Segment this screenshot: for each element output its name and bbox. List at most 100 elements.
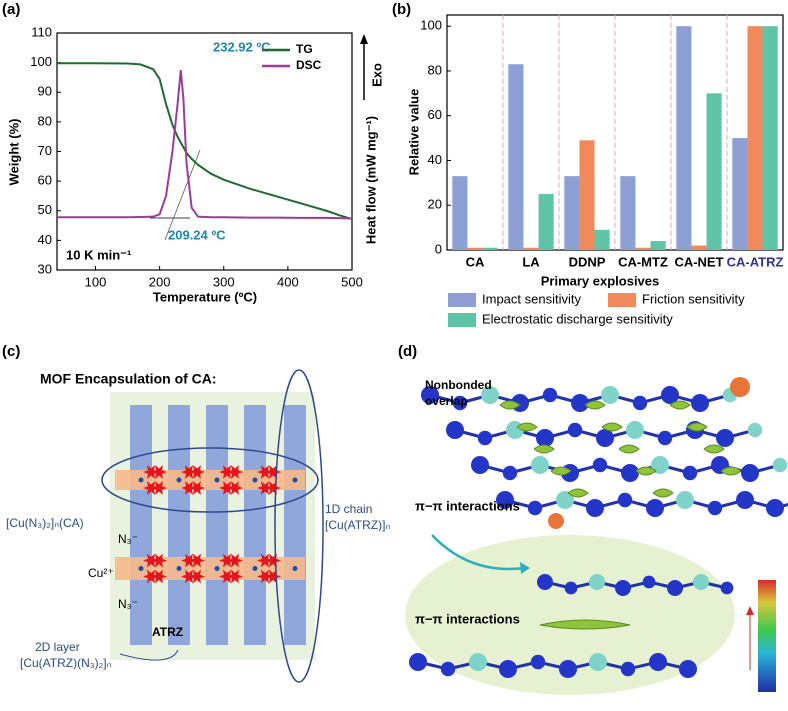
panel-label: (b) <box>392 1 411 18</box>
atom <box>530 654 546 670</box>
nci-surface <box>703 444 725 454</box>
series-line <box>57 69 353 220</box>
azide-star <box>227 465 243 479</box>
nci-surface <box>516 422 538 432</box>
bar <box>564 176 580 250</box>
nci-surface <box>618 444 640 454</box>
atom <box>471 456 489 474</box>
cu-node <box>138 477 144 483</box>
diagram-title: MOF Encapsulation of CA: <box>40 371 217 387</box>
x-tick-label: CA-MTZ <box>618 254 668 269</box>
atom <box>409 653 427 671</box>
x-tick-label: 300 <box>213 274 235 289</box>
x-tick-label: CA-ATRZ <box>727 254 784 269</box>
bar <box>523 247 539 250</box>
atom <box>567 422 583 438</box>
x-tick-label: CA-NET <box>674 254 723 269</box>
x-tick-label: CA <box>466 254 485 269</box>
exo-arrow-head <box>360 34 368 44</box>
atom <box>661 386 679 404</box>
y-tick-label: 30 <box>38 261 52 276</box>
diagram-label: N₃⁻ <box>118 597 138 611</box>
y-tick-label: 40 <box>38 232 52 247</box>
diagram-label: N₃⁻ <box>118 532 138 546</box>
atom <box>589 653 607 671</box>
azide-star <box>151 569 167 584</box>
bar <box>620 176 636 250</box>
nci-surface <box>635 466 657 476</box>
y-tick-label: 60 <box>428 107 442 122</box>
atom <box>679 660 697 678</box>
x-tick-label: 200 <box>149 274 171 289</box>
y-tick-label: 50 <box>38 202 52 217</box>
atom <box>667 580 683 596</box>
atom <box>536 429 554 447</box>
atom <box>621 464 639 482</box>
atom <box>766 499 784 517</box>
atom <box>682 465 698 481</box>
mof-grid <box>115 405 306 645</box>
legend-swatch <box>448 313 476 327</box>
arrow-head <box>520 562 530 574</box>
y-tick-label: 90 <box>38 84 52 99</box>
arrow <box>431 534 526 571</box>
atom <box>586 499 604 517</box>
atom <box>642 575 656 589</box>
legend-label: Electrostatic discharge sensitivity <box>482 311 673 326</box>
bar <box>676 26 692 250</box>
y-tick-label: 100 <box>420 18 442 33</box>
y-tick-label: 80 <box>428 62 442 77</box>
nci-surface <box>669 400 691 410</box>
cu-node <box>214 477 220 483</box>
diagram-label: Nonbonded <box>425 378 492 392</box>
azide-star <box>265 553 281 568</box>
atom <box>469 653 487 671</box>
exo-label: Exo <box>369 63 384 87</box>
atom <box>452 395 468 411</box>
atom <box>676 491 694 509</box>
atom <box>499 660 517 678</box>
atrz-column <box>206 405 228 645</box>
atom <box>736 491 754 509</box>
atom <box>632 395 648 411</box>
azide-star <box>265 465 281 479</box>
diagram-label: [Cu(ATRZ)(N₃)₂]ₙ <box>20 656 112 670</box>
atom <box>502 465 518 481</box>
nci-surface <box>539 619 631 630</box>
azide-star <box>151 465 167 479</box>
x-tick-label: 400 <box>277 274 299 289</box>
atom <box>496 491 514 509</box>
cu-node <box>214 566 220 571</box>
bar <box>706 93 722 250</box>
bar <box>482 247 498 250</box>
atom <box>542 387 558 403</box>
column-ellipse <box>274 369 324 683</box>
x-tick-label: LA <box>522 254 540 269</box>
series-line <box>57 62 353 221</box>
onset-tangent <box>164 149 201 241</box>
azide-star <box>227 569 243 584</box>
y-tick-label: 0 <box>435 241 442 256</box>
atom <box>571 394 589 412</box>
atrz-column <box>244 405 266 645</box>
diagram-label: overlap <box>425 394 468 408</box>
panel-label: (c) <box>2 343 20 360</box>
nci-surface <box>720 466 742 476</box>
y-tick-label: 100 <box>30 54 52 69</box>
azide-star <box>227 553 243 568</box>
legend-label: Friction sensitivity <box>642 291 745 306</box>
atom <box>527 500 543 516</box>
cu-node <box>176 566 182 571</box>
atom <box>691 394 709 412</box>
bar <box>452 176 468 250</box>
nci-surface <box>652 488 674 498</box>
atom <box>548 513 564 529</box>
bar <box>747 26 763 250</box>
diagram-label: π−π interactions <box>415 498 520 513</box>
atom <box>772 457 788 473</box>
x-tick-label: 100 <box>85 274 107 289</box>
azide-star <box>189 553 205 568</box>
atom <box>537 574 553 590</box>
atom <box>720 581 734 595</box>
layer-arrow <box>119 649 179 661</box>
